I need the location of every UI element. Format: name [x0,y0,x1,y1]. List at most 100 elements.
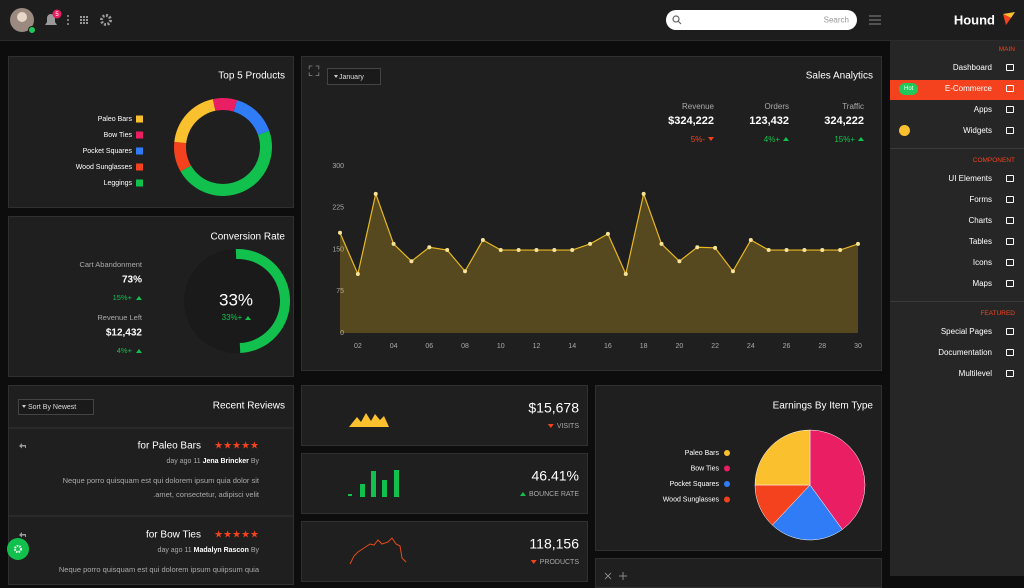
point [677,259,682,264]
point [623,271,628,276]
widgets-icon [899,125,910,136]
close-icon[interactable] [604,572,612,580]
stat-value: 118,156 [529,536,579,552]
segment [771,484,843,541]
point [409,259,414,264]
nav-item[interactable]: Documentation [938,348,992,357]
apps-icon[interactable] [80,16,88,24]
review-by: By [251,458,260,465]
review-text: Neque porro quisquam est qui dolorem ips… [63,476,260,485]
expand-icon[interactable] [308,65,320,77]
nav-item[interactable]: Widgets [963,126,992,135]
point [552,248,557,253]
up-arrow [136,349,142,353]
brand[interactable]: Hound [954,12,995,27]
point [713,245,718,250]
x-tick-label: 22 [711,343,719,350]
gauge-change: 33%+ [222,313,243,322]
review-text: Neque porro quisquam est qui dolorem ips… [59,565,260,574]
up-arrow [245,316,251,320]
legend-label: Paleo Bars [98,116,133,123]
point [659,241,664,246]
more-icon[interactable] [67,15,69,25]
review-meta: day ago 11 Madalyn Rascon By [158,547,260,554]
nav-item[interactable]: Tables [968,237,992,246]
nav-item[interactable]: Charts [968,216,992,225]
month-dropdown[interactable] [327,68,381,85]
review-author: Madalyn Rascon [194,547,249,554]
point [516,248,521,253]
badge: Hot [899,83,919,95]
x-tick-label: 12 [533,343,541,350]
legend-label: Paleo Bars [685,450,720,457]
point [391,241,396,246]
point [570,248,575,253]
status-dot [28,26,36,34]
point [748,238,753,243]
review-stars: ★★★★★ [214,441,259,452]
reply-icon[interactable] [19,532,26,538]
dropdown-caret [22,405,26,408]
point [373,191,378,196]
nav-item[interactable]: UI Elements [948,174,992,183]
metric-label: Revenue Left [97,313,143,322]
move-icon[interactable] [619,572,627,580]
nav-item[interactable]: Special Pages [940,327,992,336]
point [427,245,432,250]
sales-analytics-card: January Sales Analytics Revenue $324,222 5… [301,56,882,371]
nav-icon [1006,106,1014,113]
month: January [339,74,364,81]
nav-item[interactable]: Apps [973,105,992,114]
nav-item[interactable]: Icons [972,258,992,267]
earnings-card: Earnings By Item Type Paleo Bars Bow Ties… [595,385,882,551]
point [766,248,771,253]
gauge-value: 33% [219,290,253,309]
legend-label: Wood Sunglasses [663,496,720,503]
fab-bg[interactable] [7,538,29,560]
segment [809,429,866,530]
nav-item[interactable]: Forms [969,195,992,204]
stat-card: $15,678 VISITS [301,385,588,446]
x-tick-label: 30 [854,343,862,350]
search-box[interactable] [666,10,857,30]
stat-value: 123,432 [749,115,789,127]
menu-toggle[interactable] [869,15,881,25]
legend-label: Wood Sunglasses [76,164,133,171]
stat-label: Revenue [682,102,715,111]
legend-label: Pocket Squares [83,148,133,155]
x-tick-label: 10 [497,343,505,350]
logo-top [1003,12,1015,18]
point [534,248,539,253]
nav-icon [1006,238,1014,245]
point [856,241,860,246]
nav-item[interactable]: Maps [972,279,992,288]
dropdown-caret [334,75,338,78]
sort-dropdown[interactable] [18,399,94,415]
metric-change: 15%+ [113,293,133,302]
point [641,191,646,196]
nav-item[interactable]: E-Commerce [944,84,992,93]
visits-sparkline [349,413,389,427]
nav-item[interactable]: Dashboard [952,63,992,72]
x-tick-label: 02 [354,343,362,350]
logo-bottom [1003,14,1011,25]
section-heading: MAIN [998,46,1015,53]
point [588,241,593,246]
legend-swatch [136,163,143,171]
top-products-card: Top 5 Products Paleo Bars Bow Ties Pocket … [8,56,294,208]
x-tick-label: 06 [425,343,433,350]
nav-item[interactable]: Multilevel [958,369,992,378]
x-tick-label: 14 [568,343,576,350]
x-tick-label: 28 [818,343,826,350]
segment [754,429,811,486]
reviews-graphics: Sort By Newest Recent Reviews ★★★★★ for P… [9,399,293,574]
settings-icon[interactable] [100,14,112,26]
segment [174,99,216,144]
sidebar: MAIN Dashboard E-Commerce Hot Apps Widgets COM… [890,41,1024,576]
x-tick-label: 18 [640,343,648,350]
fab[interactable] [6,537,30,561]
point [695,245,700,250]
review-stars: ★★★★★ [214,530,259,541]
reply-icon[interactable] [19,443,26,449]
